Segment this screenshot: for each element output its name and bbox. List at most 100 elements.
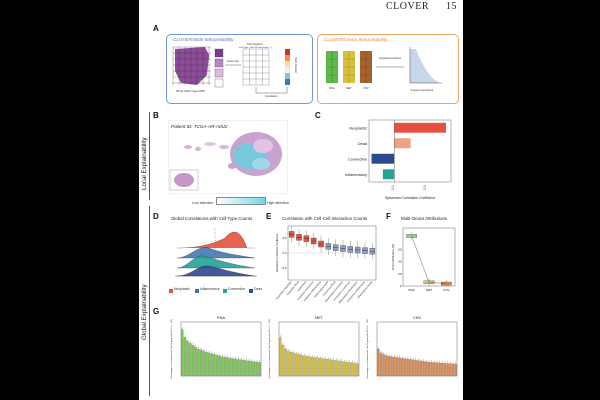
chart-f-ytick-2: 20 bbox=[398, 272, 402, 276]
g-bar-1-1 bbox=[281, 345, 285, 377]
g-bar-2-25 bbox=[443, 363, 447, 377]
cell-type-correlation-chart: Neoplastic Dead Connective Inflammatory 0.0 0… bbox=[345, 119, 452, 200]
f-box-rna bbox=[406, 234, 418, 238]
chart-e-ytick-1: 0.0 bbox=[282, 251, 287, 255]
chart-e-xtick-2: Dead-Dead bbox=[297, 280, 308, 292]
g-bar-0-12 bbox=[213, 354, 216, 377]
g-bar-0-8 bbox=[202, 350, 205, 377]
g-bar-1-10 bbox=[305, 356, 309, 377]
g-bar-0-4 bbox=[191, 345, 195, 377]
chart-f-ylabel: Omics Attribution (%) bbox=[391, 244, 395, 270]
g-bar-2-2 bbox=[382, 354, 385, 377]
low-attention-label: Low attention bbox=[192, 201, 214, 205]
g-bar-1-0 bbox=[279, 337, 282, 377]
legend-connective: Connective bbox=[228, 287, 245, 291]
wsi-caption: Whole Slide Image (WSI) bbox=[176, 89, 205, 93]
g-bar-2-10 bbox=[403, 358, 407, 377]
category-label-inflammatory: Inflammatory bbox=[345, 173, 367, 177]
g-bar-2-9 bbox=[401, 358, 404, 377]
patient-id: Patient ID: TCGA-AR-A0U2 bbox=[171, 124, 228, 129]
g-bar-2-17 bbox=[422, 361, 425, 377]
panel-c-label: C bbox=[315, 111, 321, 120]
omics-label-cnv: CNV bbox=[363, 86, 369, 90]
global-explainability-label: Global Explainability bbox=[141, 284, 148, 340]
panel-b-label: B bbox=[153, 111, 159, 120]
g-bar-1-2 bbox=[284, 348, 287, 377]
panel-a-label: A bbox=[153, 24, 159, 33]
chart-e-ytick-2: -0.5 bbox=[281, 266, 287, 270]
g-bar-1-13 bbox=[313, 357, 317, 377]
g-bar-2-4 bbox=[387, 356, 391, 377]
f-connect-line bbox=[411, 235, 447, 284]
g-bar-0-16 bbox=[223, 357, 227, 377]
chart-f-xtick-met: MET bbox=[426, 288, 433, 292]
g-bar-1-8 bbox=[300, 355, 303, 377]
g-bar-2-12 bbox=[409, 359, 412, 377]
bar-neoplastic bbox=[394, 122, 446, 133]
feature-importance-label: Feature Importance bbox=[411, 88, 434, 92]
legend-swatch-neoplastic bbox=[169, 289, 173, 293]
met-matrix bbox=[343, 51, 355, 83]
g-bar-1-19 bbox=[329, 359, 333, 377]
chart-e-ytick-0: 0.5 bbox=[282, 236, 287, 240]
ridge-inflammatory bbox=[176, 247, 256, 259]
g-bar-1-28 bbox=[353, 363, 357, 377]
slide-pipeline-diagram: Whole Slide Image (WSI) Hover-Net Point … bbox=[172, 43, 297, 98]
g-bar-0-7 bbox=[199, 349, 203, 377]
g-bar-2-20 bbox=[430, 362, 433, 377]
g-bar-0-26 bbox=[250, 361, 253, 377]
omics-pipeline-diagram: RNA MET CNV Integrated Gradients Feature… bbox=[326, 47, 442, 92]
slide-interpretability-box: CLOVER/Slide Interpretability Whole Slid… bbox=[166, 34, 313, 104]
chart-f-ytick-1: 40 bbox=[398, 260, 402, 264]
g-bar-0-6 bbox=[197, 348, 200, 377]
bar-connective bbox=[371, 153, 395, 164]
g-bar-1-7 bbox=[297, 354, 301, 377]
g-bar-0-19 bbox=[231, 358, 235, 377]
g-bar-2-27 bbox=[449, 363, 452, 377]
panel-d-label: D bbox=[153, 212, 159, 221]
g-bar-1-27 bbox=[351, 362, 354, 377]
g-bar-0-11 bbox=[210, 353, 213, 377]
tissue-fragments bbox=[184, 142, 236, 169]
g-bar-1-29 bbox=[356, 363, 359, 377]
g-bar-1-17 bbox=[324, 358, 327, 377]
cnv-matrix bbox=[360, 51, 372, 83]
omics-label-met: MET bbox=[346, 86, 352, 90]
g-bar-0-22 bbox=[239, 359, 243, 377]
met-gene-bars: MET Percentage of occurrences in Top-10 g… bbox=[268, 316, 360, 378]
panel-d-title: Global Correlations with Cell Type Count… bbox=[171, 216, 253, 221]
g-bar-0-3 bbox=[189, 343, 192, 377]
g-bar-0-28 bbox=[255, 362, 259, 377]
chart-c-tick-0: 0.0 bbox=[391, 185, 395, 190]
g-bar-2-7 bbox=[395, 357, 399, 377]
inset-thumbnail bbox=[169, 169, 199, 191]
g-bar-2-28 bbox=[451, 363, 455, 377]
paper-page: CLOVER 15 Local Explainability Global Ex… bbox=[139, 0, 463, 400]
g-bar-2-8 bbox=[398, 357, 401, 377]
legend-dead: Dead bbox=[254, 287, 263, 291]
point-features-sub: (Cell Type, Cell-Cell Interaction,...) bbox=[238, 46, 272, 49]
g-bar-1-3 bbox=[287, 350, 290, 377]
g-ylabel-1: Percentage of occurrences in Top-10 gene… bbox=[268, 319, 271, 378]
bar-inflammatory bbox=[382, 169, 395, 180]
patch-stack bbox=[214, 48, 224, 88]
chart-c-xlabel: Spearman Correlation Coefficient bbox=[385, 196, 435, 200]
g-bar-1-24 bbox=[343, 361, 346, 377]
g-bar-1-26 bbox=[348, 362, 351, 377]
tissue-section-main bbox=[230, 132, 282, 176]
g-bar-1-11 bbox=[308, 356, 311, 377]
high-attention-label: High attention bbox=[267, 201, 290, 205]
wsi-tissue bbox=[172, 46, 211, 85]
g-bar-1-21 bbox=[335, 360, 338, 377]
page-number: 15 bbox=[446, 1, 457, 12]
g-title-rna: RNA bbox=[217, 316, 225, 320]
g-bar-2-19 bbox=[427, 362, 431, 377]
legend-swatch-connective bbox=[223, 289, 227, 293]
chart-e-ylabel: Spearman Correlation Coefficient bbox=[275, 234, 279, 273]
correlation-label: Correlation bbox=[265, 94, 278, 98]
g-bar-2-15 bbox=[417, 360, 420, 377]
point-feature-grid bbox=[242, 48, 270, 86]
g-title-met: MET bbox=[315, 316, 324, 320]
g-bar-0-17 bbox=[226, 357, 229, 377]
g-bar-1-18 bbox=[327, 359, 330, 377]
